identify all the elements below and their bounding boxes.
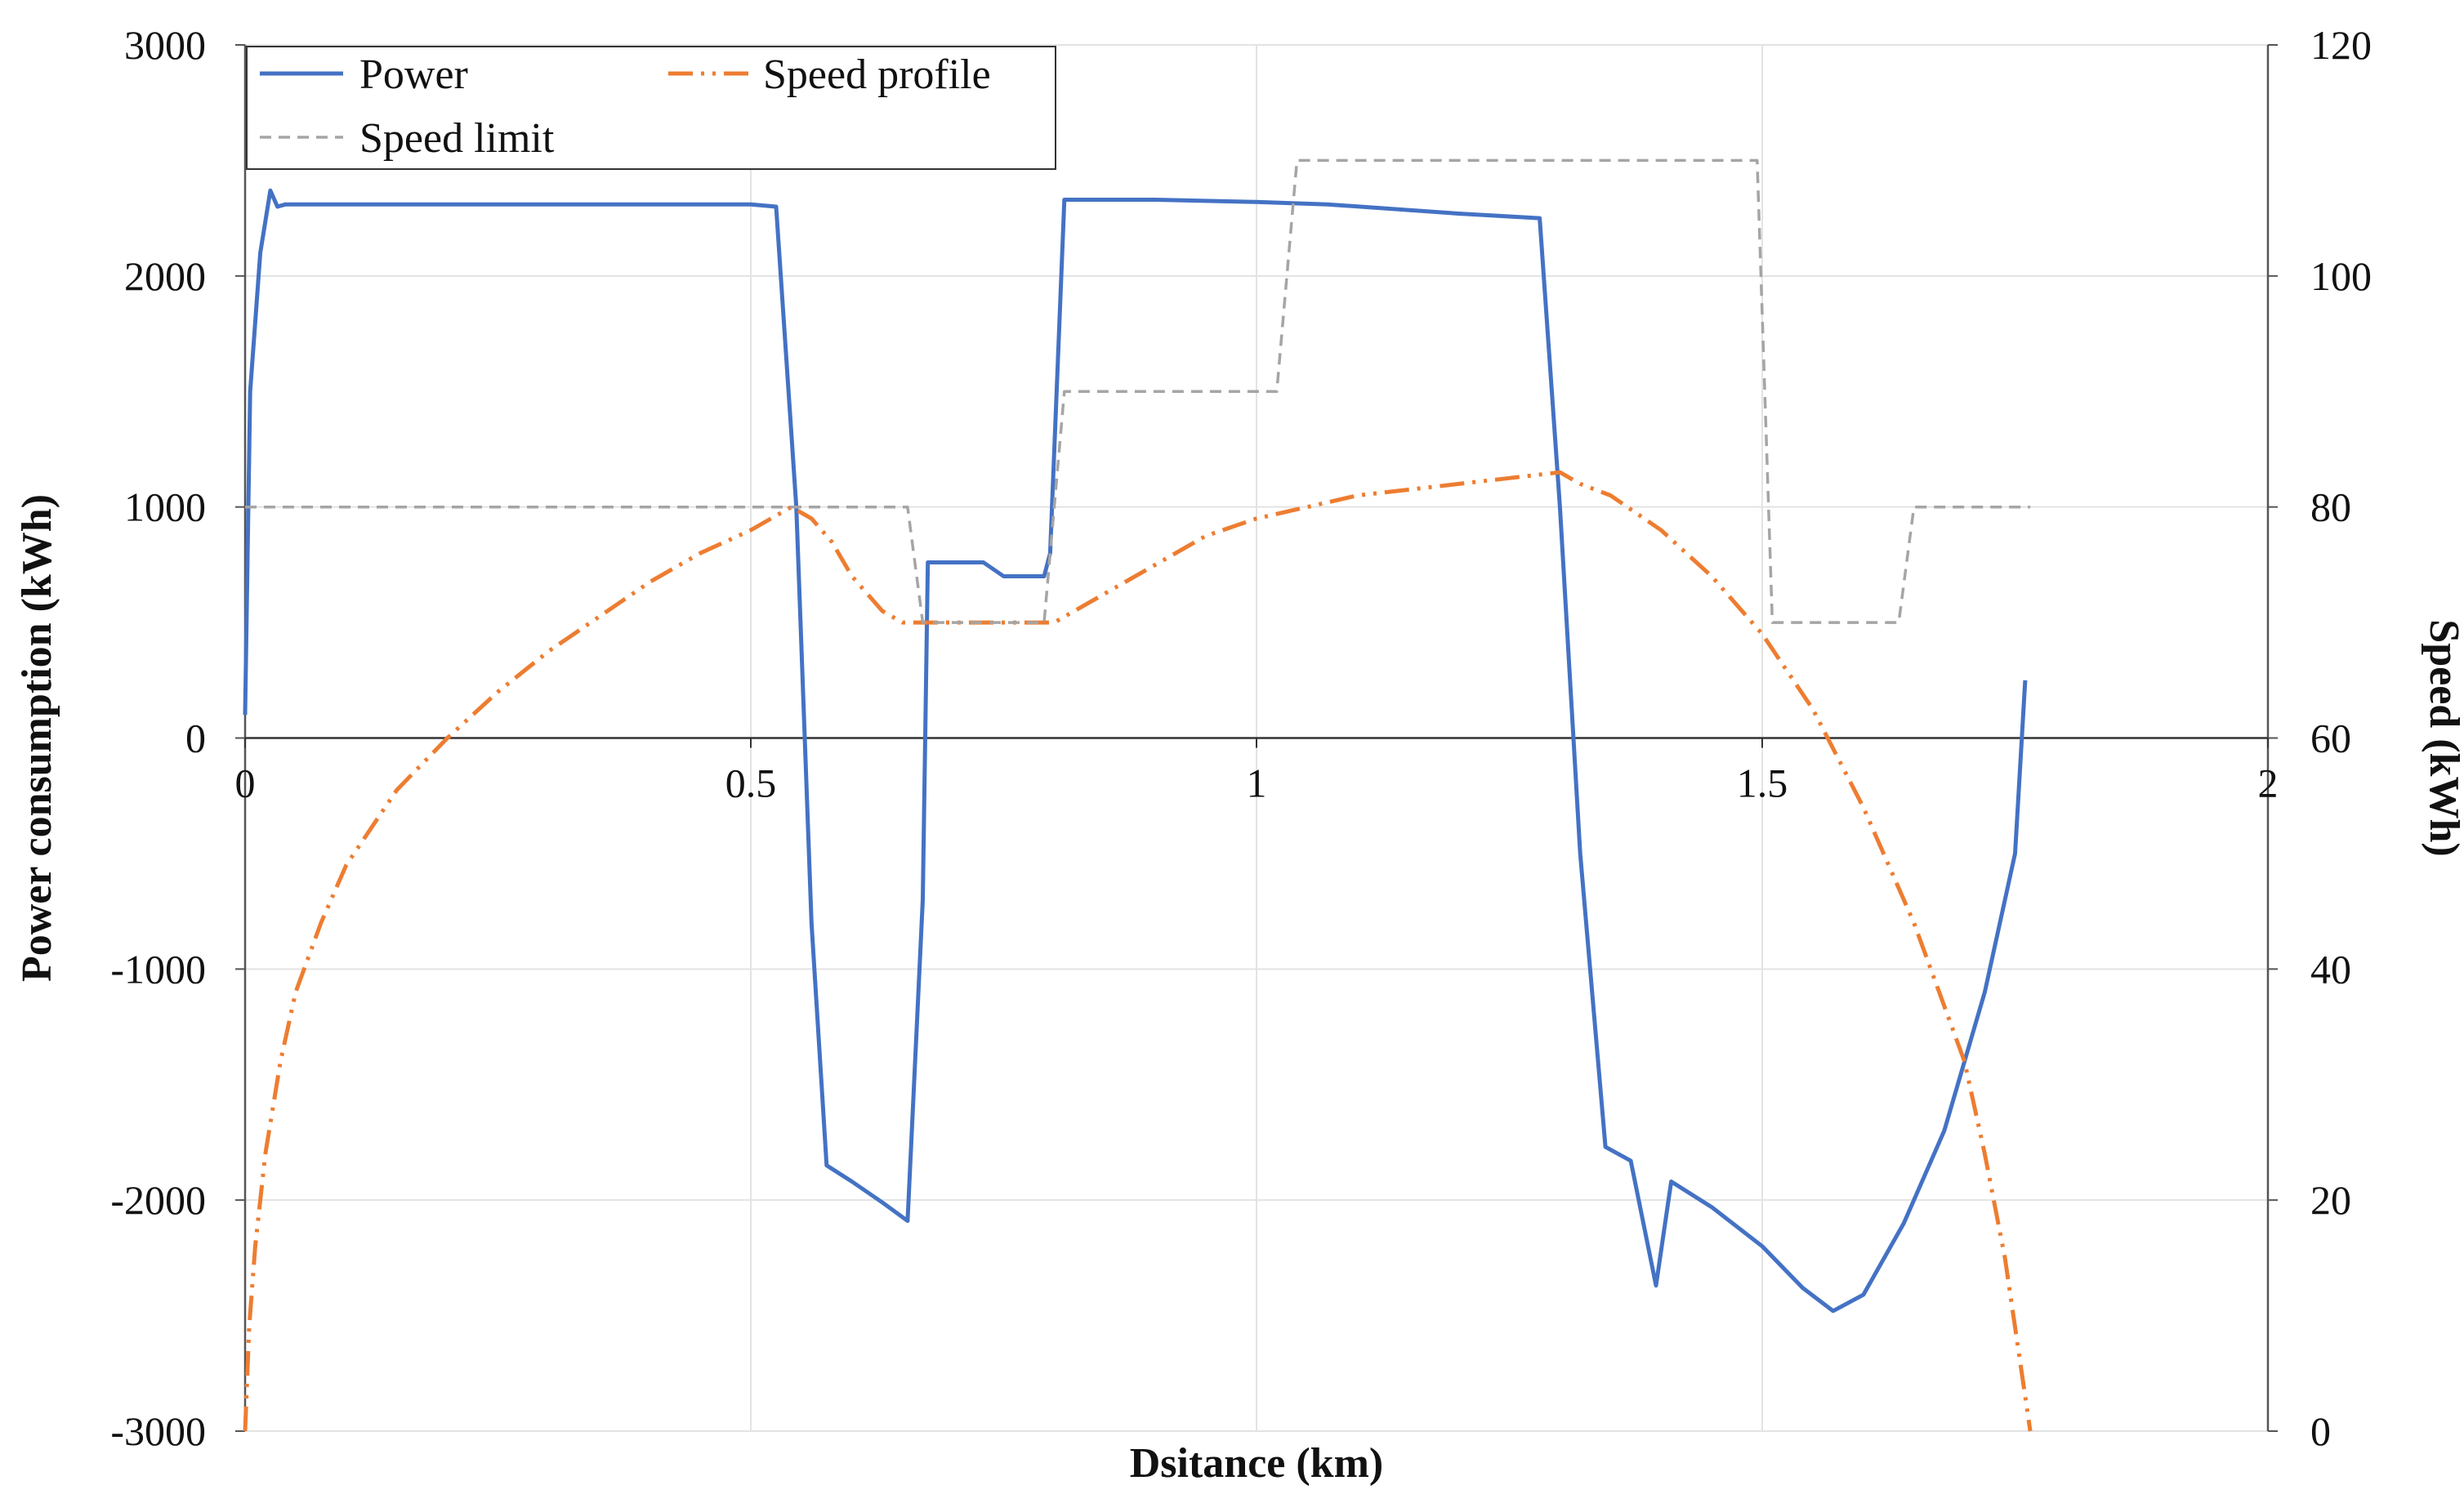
legend-label-speed-limit: Speed limit [359,115,555,162]
axes [235,44,2278,1432]
y-left-tick-label: 1000 [124,484,206,530]
y-left-tick-label: 3000 [124,22,206,68]
legend-label-speed-profile: Speed profile [763,51,991,98]
y-right-tick-label: 60 [2310,716,2351,761]
x-tick-label: 1 [1247,760,1267,806]
y-left-tick-label: -2000 [110,1177,206,1223]
legend-label-power: Power [359,51,468,98]
y-right-tick-label: 20 [2310,1177,2351,1223]
y-right-tick-label: 100 [2310,253,2372,299]
y-right-tick-label: 120 [2310,22,2372,68]
x-tick-label: 2 [2258,760,2279,806]
x-tick-label: 1.5 [1737,760,1788,806]
series-line-speed-profile [243,470,2033,1432]
x-tick-label: 0.5 [725,760,777,806]
tick-labels: 3000200010000-1000-2000-3000120100806040… [110,22,2372,1454]
series-line-power [243,188,2028,1313]
y-left-tick-label: -1000 [110,946,206,992]
y-left-tick-label: -3000 [110,1408,206,1454]
series-line-speed-limit [245,158,2031,624]
y-axis-left-label: Power consumption (kWh) [14,494,60,982]
y-right-tick-label: 80 [2310,484,2351,530]
y-left-tick-label: 2000 [124,253,206,299]
y-right-tick-label: 40 [2310,946,2351,992]
y-right-tick-label: 0 [2310,1408,2331,1454]
x-axis-label: Dsitance (km) [1130,1440,1384,1487]
x-tick-label: 0 [235,760,256,806]
y-left-tick-label: 0 [185,716,206,761]
y-axis-right-label: Speed (kWh) [2421,619,2464,856]
legend: Power Speed profile Speed limit [246,46,1056,170]
legend-box [246,46,1056,170]
series-lines [243,158,2033,1432]
